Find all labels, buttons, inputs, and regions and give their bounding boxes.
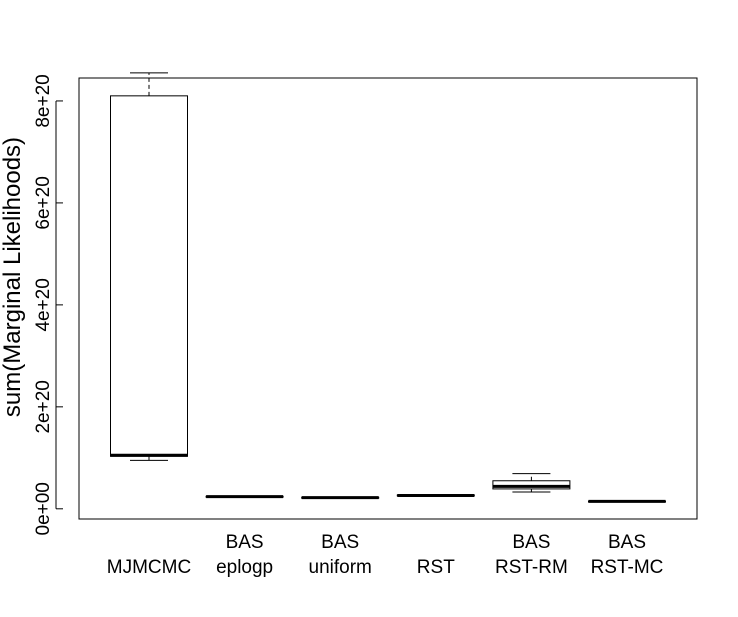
x-category-label: BAS [608,532,646,553]
x-category-label: uniform [309,557,372,578]
x-category-label: BAS [321,532,359,553]
y-tick-label: 0e+00 [33,482,54,535]
box [110,95,188,457]
x-category-label: BAS [512,532,550,553]
y-tick-label: 2e+20 [33,380,54,433]
x-category-label: BAS [226,532,264,553]
x-category-label: MJMCMC [107,557,191,578]
x-category-label: RST-RM [495,557,568,578]
y-axis: 0e+00 2e+20 4e+20 6e+20 8e+20 [33,74,63,535]
plot-frame [78,77,698,520]
y-axis-title: sum(Marginal Likelihoods) [0,137,26,417]
y-tick-label: 4e+20 [33,278,54,331]
x-category-label: RST-MC [591,557,664,578]
y-tick-label: 8e+20 [33,74,54,127]
x-category-label: RST [417,557,455,578]
y-tick-label: 6e+20 [33,176,54,229]
x-axis-labels: MJMCMC BAS eplogp BAS uniform RST BAS RST-RM BAS… [107,532,664,578]
x-category-label: eplogp [216,557,273,578]
box [492,480,571,490]
box-group [110,72,666,503]
